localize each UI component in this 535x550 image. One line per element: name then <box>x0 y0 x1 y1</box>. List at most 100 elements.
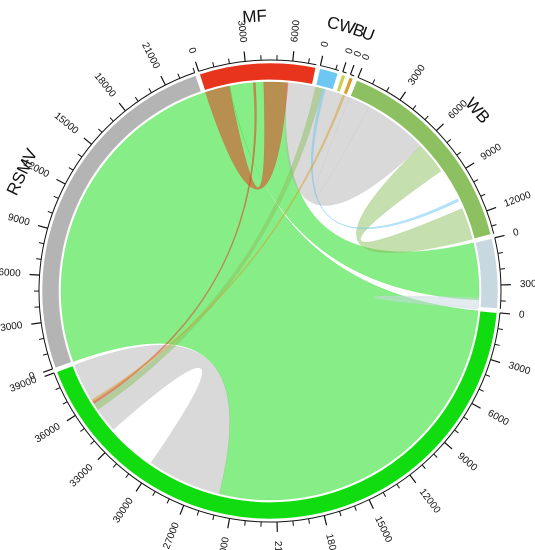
minor-tick <box>192 67 196 73</box>
tick-label: 12000 <box>503 190 533 210</box>
tick-label: 21000 <box>139 41 162 71</box>
major-tick <box>44 372 55 377</box>
tick-label: 9000 <box>6 212 31 229</box>
minor-tick <box>456 151 462 156</box>
minor-tick <box>308 518 310 524</box>
major-tick <box>83 137 92 145</box>
major-tick <box>37 224 48 229</box>
minor-tick <box>463 416 469 421</box>
minor-tick <box>382 492 387 497</box>
sector-label-mf: MF <box>242 6 268 26</box>
minor-tick <box>148 88 152 93</box>
minor-tick <box>68 167 74 171</box>
major-tick <box>409 474 417 484</box>
minor-tick <box>354 505 357 511</box>
minor-tick <box>98 128 103 133</box>
tick-label: 3000 <box>507 360 532 377</box>
axis-line-al <box>53 312 501 523</box>
major-tick <box>357 67 363 78</box>
tick-label: 30000 <box>111 496 136 526</box>
tick-label: 12000 <box>417 487 443 516</box>
minor-tick <box>53 195 59 199</box>
tick-label: 18000 <box>92 71 118 100</box>
tick-label: 6000 <box>289 19 302 43</box>
minor-tick <box>491 224 497 227</box>
minor-tick <box>446 138 452 143</box>
major-tick <box>342 62 347 72</box>
minor-tick <box>77 153 83 158</box>
tick-label: 0 <box>186 46 198 55</box>
minor-tick <box>421 464 426 469</box>
minor-tick <box>339 511 342 517</box>
labels-layer: MFCWBUWBASALRSMV <box>3 6 535 281</box>
link-mf-mf <box>205 81 289 190</box>
minor-tick <box>62 401 68 405</box>
minor-tick <box>152 491 156 497</box>
tick-label: 27000 <box>161 521 182 550</box>
minor-tick <box>212 61 215 68</box>
minor-tick <box>109 117 114 122</box>
major-tick <box>444 441 453 450</box>
sector-arc-mf <box>199 62 317 91</box>
tick-label: 0 <box>512 227 520 239</box>
axis-line-wb <box>357 76 495 234</box>
sector-arc-al <box>56 310 498 520</box>
tick-label: 0 <box>360 52 372 62</box>
major-tick <box>66 414 76 422</box>
minor-tick <box>497 328 503 331</box>
minor-tick <box>372 79 376 85</box>
major-tick <box>29 273 40 276</box>
axis-line-mf <box>198 59 317 72</box>
minor-tick <box>134 96 139 102</box>
link-wb-wb <box>356 145 473 254</box>
major-tick <box>243 51 246 62</box>
minor-tick <box>494 343 500 346</box>
major-tick <box>368 499 374 509</box>
link-cw-wb <box>310 88 460 230</box>
major-tick <box>435 123 444 132</box>
minor-tick <box>90 440 95 445</box>
sector-label-wb: WB <box>461 94 493 127</box>
link-as-as <box>374 295 480 310</box>
minor-tick <box>473 179 479 183</box>
minor-tick <box>36 258 42 260</box>
major-tick <box>194 61 200 72</box>
tick-label: 0 <box>319 40 331 48</box>
minor-tick <box>196 510 200 516</box>
minor-tick <box>497 252 503 254</box>
tick-label: 36000 <box>33 421 63 445</box>
sector-arc-u <box>343 76 354 95</box>
minor-tick <box>47 210 53 214</box>
major-tick <box>499 312 510 315</box>
sector-arc-wb <box>350 79 492 240</box>
major-tick <box>349 64 355 75</box>
minor-tick <box>424 115 429 120</box>
links-layer <box>60 81 480 501</box>
major-tick <box>42 368 53 373</box>
minor-tick <box>38 242 45 245</box>
major-tick <box>56 178 66 185</box>
axis-line-cw <box>320 65 339 71</box>
major-tick <box>490 359 501 364</box>
major-tick <box>31 322 42 325</box>
minor-tick <box>125 473 130 479</box>
minor-tick <box>386 86 390 92</box>
sector-arc-as <box>474 238 499 309</box>
tick-label: 0 <box>352 49 364 58</box>
sector-arc-b <box>336 74 346 93</box>
tick-label: 3000 <box>0 320 24 334</box>
minor-tick <box>42 353 48 356</box>
minor-tick <box>80 428 85 432</box>
minor-tick <box>335 64 338 70</box>
link-u-al <box>91 94 346 403</box>
tick-label: 18000 <box>323 533 340 550</box>
major-tick <box>399 91 407 101</box>
tick-label: 33000 <box>68 462 96 490</box>
minor-tick <box>478 388 484 392</box>
tick-label: 0 <box>344 46 356 55</box>
minor-tick <box>433 453 438 458</box>
tick-label: 15000 <box>52 110 81 136</box>
major-tick <box>465 162 475 169</box>
major-tick <box>323 515 328 526</box>
